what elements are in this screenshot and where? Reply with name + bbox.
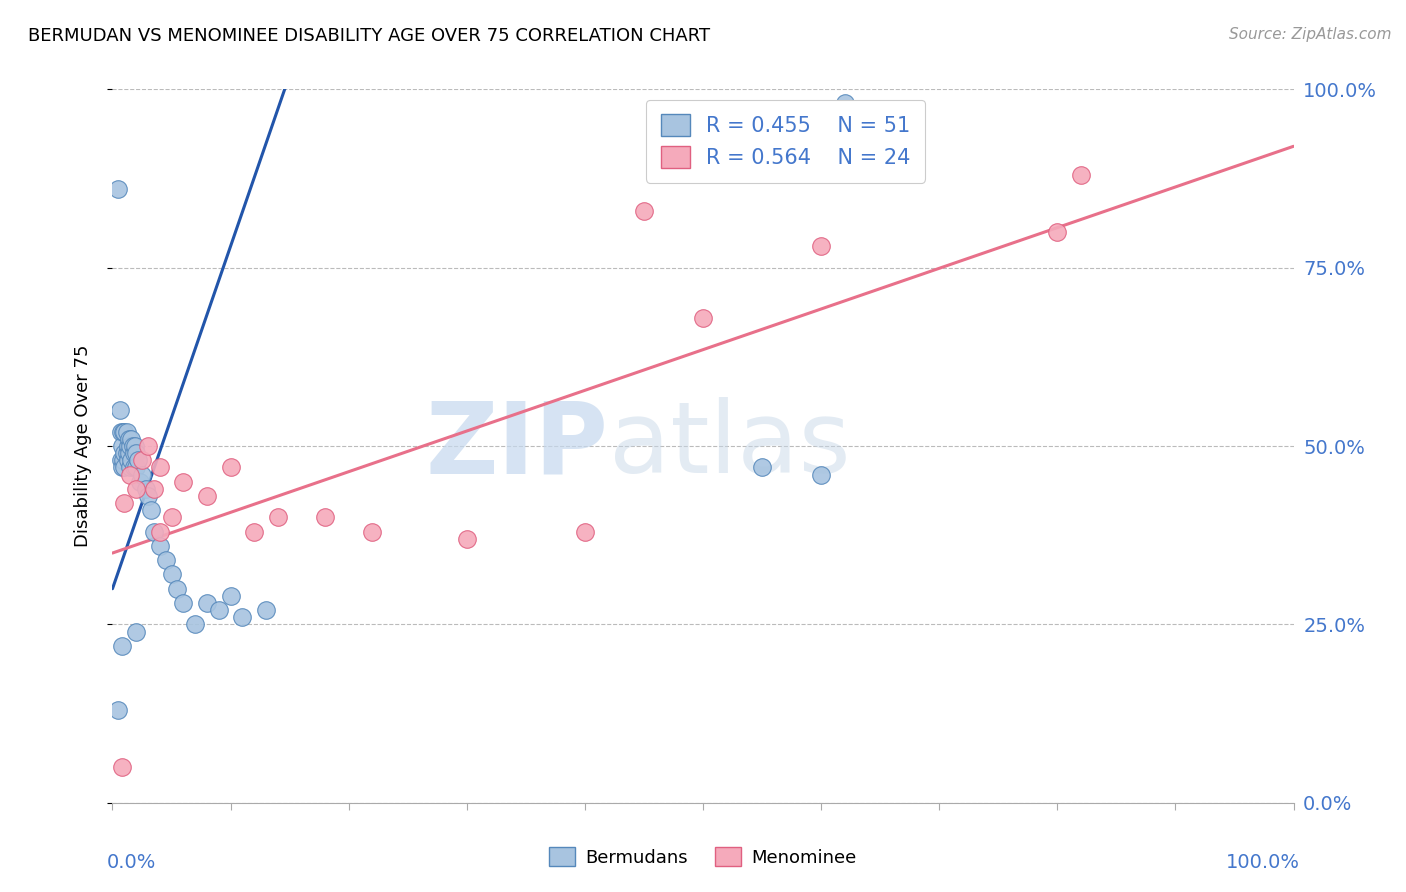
Point xyxy=(219,460,242,475)
Point xyxy=(131,453,153,467)
Point xyxy=(810,467,832,482)
Text: Source: ZipAtlas.com: Source: ZipAtlas.com xyxy=(1229,27,1392,42)
Point xyxy=(110,425,132,439)
Point xyxy=(361,524,384,539)
Point xyxy=(149,460,172,475)
Point xyxy=(120,453,142,467)
Point xyxy=(107,703,129,717)
Y-axis label: Disability Age Over 75: Disability Age Over 75 xyxy=(73,344,91,548)
Point xyxy=(160,510,183,524)
Point xyxy=(111,760,134,774)
Point xyxy=(184,617,207,632)
Point xyxy=(125,482,148,496)
Point xyxy=(231,610,253,624)
Text: 100.0%: 100.0% xyxy=(1226,853,1299,871)
Point xyxy=(128,475,150,489)
Point xyxy=(1046,225,1069,239)
Point xyxy=(127,453,149,467)
Point xyxy=(131,467,153,482)
Point xyxy=(120,460,142,475)
Point xyxy=(219,589,242,603)
Point xyxy=(1070,168,1092,182)
Text: ZIP: ZIP xyxy=(426,398,609,494)
Point xyxy=(111,460,134,475)
Point xyxy=(751,460,773,475)
Point xyxy=(118,432,141,446)
Point xyxy=(125,624,148,639)
Point xyxy=(108,403,131,417)
Point xyxy=(117,439,139,453)
Point xyxy=(254,603,277,617)
Point xyxy=(115,446,138,460)
Point xyxy=(166,582,188,596)
Point xyxy=(112,425,135,439)
Point xyxy=(112,496,135,510)
Point xyxy=(141,503,163,517)
Point xyxy=(149,524,172,539)
Text: BERMUDAN VS MENOMINEE DISABILITY AGE OVER 75 CORRELATION CHART: BERMUDAN VS MENOMINEE DISABILITY AGE OVE… xyxy=(28,27,710,45)
Point xyxy=(160,567,183,582)
Point xyxy=(115,425,138,439)
Point xyxy=(122,460,145,475)
Point xyxy=(111,439,134,453)
Point xyxy=(456,532,478,546)
Point xyxy=(208,603,231,617)
Point xyxy=(112,425,135,439)
Point xyxy=(136,439,159,453)
Point xyxy=(834,96,856,111)
Point xyxy=(633,203,655,218)
Point xyxy=(810,239,832,253)
Legend: R = 0.455    N = 51, R = 0.564    N = 24: R = 0.455 N = 51, R = 0.564 N = 24 xyxy=(645,100,925,183)
Point xyxy=(112,446,135,460)
Point xyxy=(172,596,194,610)
Point xyxy=(155,553,177,567)
Point xyxy=(574,524,596,539)
Point xyxy=(195,489,218,503)
Point xyxy=(120,439,142,453)
Point xyxy=(124,439,146,453)
Point xyxy=(135,482,157,496)
Point xyxy=(692,310,714,325)
Point xyxy=(243,524,266,539)
Point xyxy=(120,432,142,446)
Point xyxy=(142,482,165,496)
Point xyxy=(118,446,141,460)
Point xyxy=(125,446,148,460)
Point xyxy=(136,489,159,503)
Point xyxy=(172,475,194,489)
Point xyxy=(107,182,129,196)
Point xyxy=(112,460,135,475)
Text: atlas: atlas xyxy=(609,398,851,494)
Text: 0.0%: 0.0% xyxy=(107,853,156,871)
Point xyxy=(111,639,134,653)
Point xyxy=(195,596,218,610)
Point xyxy=(110,453,132,467)
Point xyxy=(117,453,139,467)
Point xyxy=(314,510,336,524)
Point xyxy=(122,446,145,460)
Point xyxy=(267,510,290,524)
Point xyxy=(120,467,142,482)
Point xyxy=(142,524,165,539)
Point xyxy=(112,453,135,467)
Point xyxy=(125,460,148,475)
Point xyxy=(149,539,172,553)
Legend: Bermudans, Menominee: Bermudans, Menominee xyxy=(543,840,863,874)
Point xyxy=(121,439,143,453)
